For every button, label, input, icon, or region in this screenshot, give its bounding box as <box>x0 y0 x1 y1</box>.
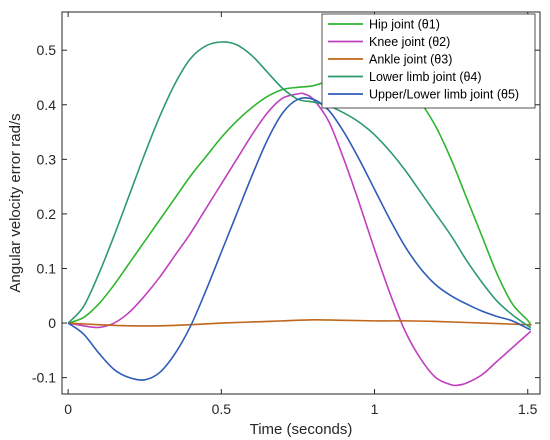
y-tick-label: 0 <box>48 315 56 331</box>
legend-label-4: Lower limb joint (θ4) <box>369 70 482 84</box>
legend-entries: Hip joint (θ1) Knee joint (θ2) Ankle joint… <box>328 18 519 102</box>
series-line-2 <box>67 92 532 387</box>
y-tick-label: 0.5 <box>37 42 57 58</box>
plot-frame <box>61 11 541 395</box>
y-tick-label: 0.1 <box>37 260 57 276</box>
tick-layer: 0 0.5 1 1.5 -0.1 0 0.1 0.2 0.3 0.4 0.5 <box>32 12 540 417</box>
y-tick-label: 0.2 <box>37 206 57 222</box>
legend-label-5: Upper/Lower limb joint (θ5) <box>369 88 519 102</box>
legend-label-1: Hip joint (θ1) <box>369 18 440 32</box>
legend-label-3: Ankle joint (θ3) <box>369 53 452 67</box>
legend-box <box>321 13 536 109</box>
y-tick-label: 0.3 <box>37 151 57 167</box>
x-tick-label: 1.5 <box>518 401 538 417</box>
y-axis-label: Angular velocity error rad/s <box>7 113 24 292</box>
x-tick-label: 0 <box>64 401 72 417</box>
legend-label-2: Knee joint (θ2) <box>369 35 450 49</box>
series-line-3 <box>68 318 532 327</box>
series-line-5 <box>67 96 532 381</box>
legend: Hip joint (θ1) Knee joint (θ2) Ankle joint… <box>321 13 536 109</box>
series-line-1 <box>67 64 532 327</box>
x-axis-label: Time (seconds) <box>250 421 353 438</box>
y-tick-label: 0.4 <box>37 97 57 113</box>
series-line-4 <box>67 41 532 329</box>
x-tick-label: 0.5 <box>212 401 232 417</box>
y-tick-label: -0.1 <box>32 370 56 386</box>
series-layer <box>67 41 532 387</box>
x-tick-label: 1 <box>371 401 379 417</box>
